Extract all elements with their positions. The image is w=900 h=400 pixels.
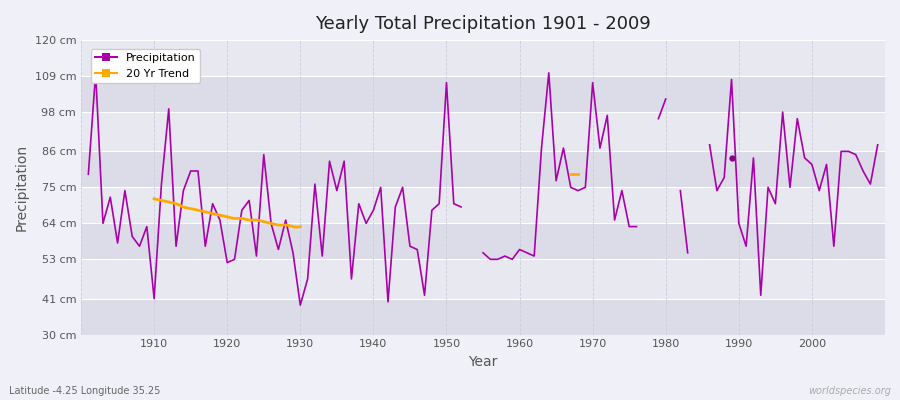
Y-axis label: Precipitation: Precipitation xyxy=(15,144,29,231)
Bar xyxy=(81,223,885,259)
Bar xyxy=(81,187,885,223)
Bar xyxy=(81,151,885,187)
Legend: Precipitation, 20 Yr Trend: Precipitation, 20 Yr Trend xyxy=(91,49,201,83)
Bar xyxy=(81,259,885,298)
Bar xyxy=(81,112,885,151)
Bar xyxy=(81,76,885,112)
Bar xyxy=(81,40,885,76)
X-axis label: Year: Year xyxy=(468,355,498,369)
Bar xyxy=(81,298,885,334)
Text: worldspecies.org: worldspecies.org xyxy=(808,386,891,396)
Text: Latitude -4.25 Longitude 35.25: Latitude -4.25 Longitude 35.25 xyxy=(9,386,160,396)
Title: Yearly Total Precipitation 1901 - 2009: Yearly Total Precipitation 1901 - 2009 xyxy=(315,15,651,33)
